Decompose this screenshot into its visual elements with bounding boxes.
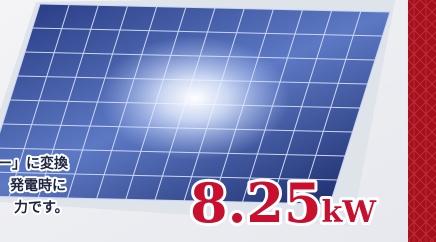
banner: ー」に変換 発電時に 力です。 8.25kW (0, 0, 436, 242)
capacity-value: 8.25 (190, 171, 322, 235)
sun-glare (100, 36, 290, 160)
capacity-unit: kW (322, 195, 378, 230)
caption-line: 発電時に (9, 177, 66, 194)
page: {"caption": {"lines": ["ー」に変換", "発電時に", … (0, 0, 436, 242)
caption-line: 力です。 (14, 199, 69, 216)
caption-line: ー」に変換 (0, 155, 69, 172)
red-stripe (408, 0, 436, 242)
